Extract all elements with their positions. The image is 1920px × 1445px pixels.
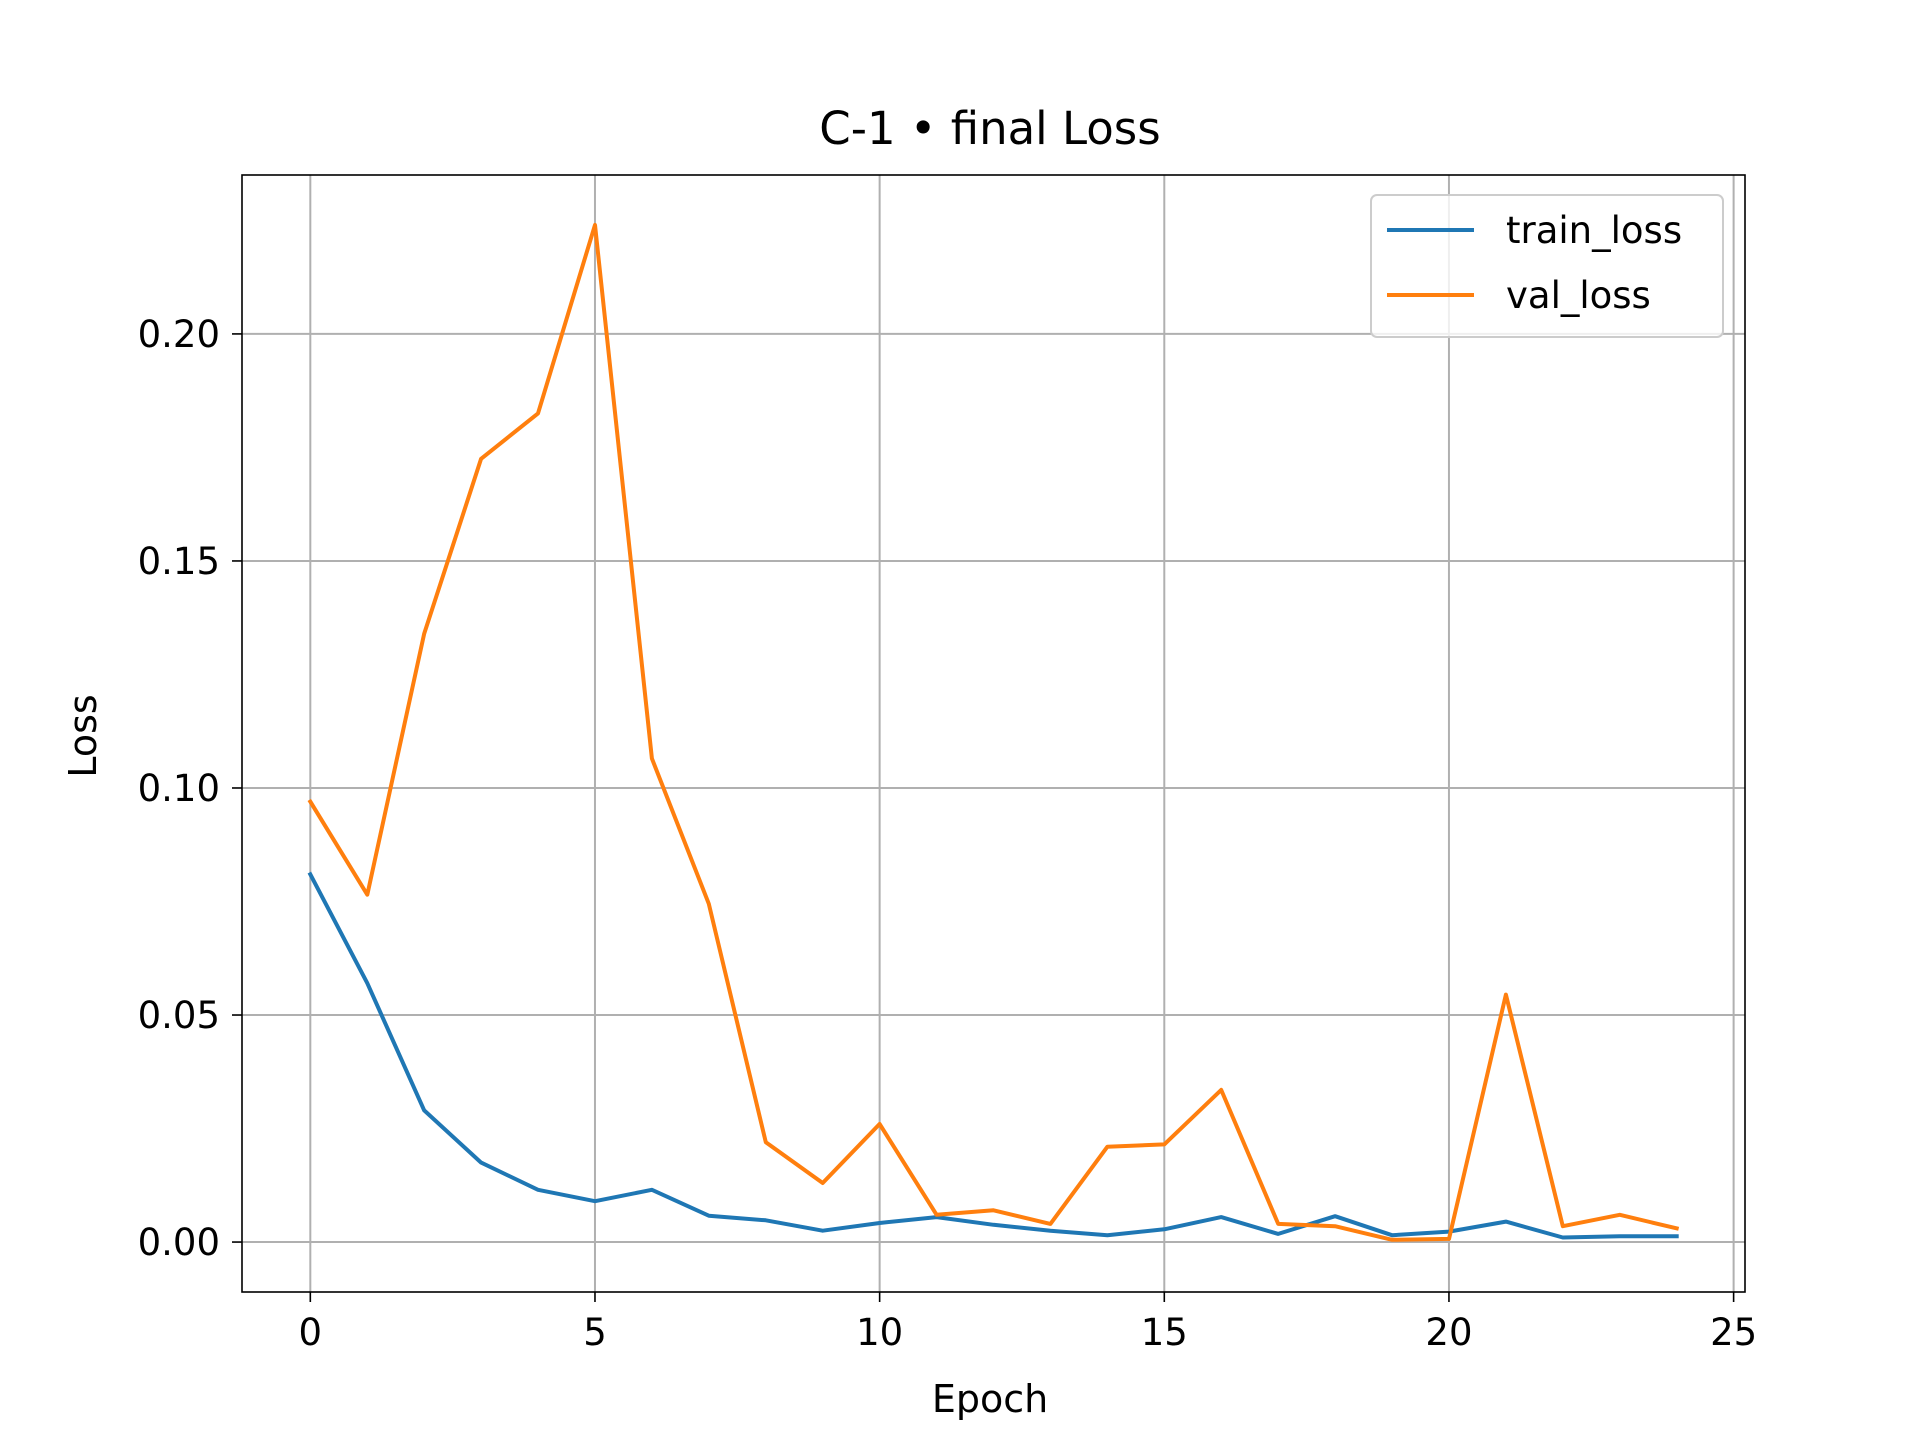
x-tick-label: 10 bbox=[856, 1311, 903, 1354]
x-axis-label: Epoch bbox=[932, 1377, 1048, 1421]
x-tick-label: 15 bbox=[1141, 1311, 1188, 1354]
x-tick-label: 20 bbox=[1425, 1311, 1472, 1354]
val-loss-line bbox=[307, 222, 1680, 1242]
y-tick-label: 0.00 bbox=[138, 1221, 220, 1264]
legend: train_loss val_loss bbox=[1370, 194, 1724, 338]
y-axis-label: Loss bbox=[61, 694, 105, 777]
chart-title: C-1 • final Loss bbox=[819, 102, 1160, 155]
y-tick-label: 0.20 bbox=[138, 313, 220, 356]
y-tick-label: 0.05 bbox=[138, 994, 220, 1037]
x-tick-label: 5 bbox=[583, 1311, 607, 1354]
legend-label-val-loss: val_loss bbox=[1506, 274, 1651, 317]
plot-frame bbox=[241, 174, 1746, 1293]
series-lines bbox=[307, 222, 1680, 1242]
y-tick-label: 0.10 bbox=[138, 767, 220, 810]
legend-label-train-loss: train_loss bbox=[1506, 209, 1682, 252]
y-tick-label: 0.15 bbox=[138, 540, 220, 583]
axis-ticks: 0 5 10 15 20 25 0.00 0.05 0.10 0.15 0.20 bbox=[138, 313, 1758, 1354]
x-tick-label: 25 bbox=[1710, 1311, 1757, 1354]
x-tick-label: 0 bbox=[299, 1311, 323, 1354]
